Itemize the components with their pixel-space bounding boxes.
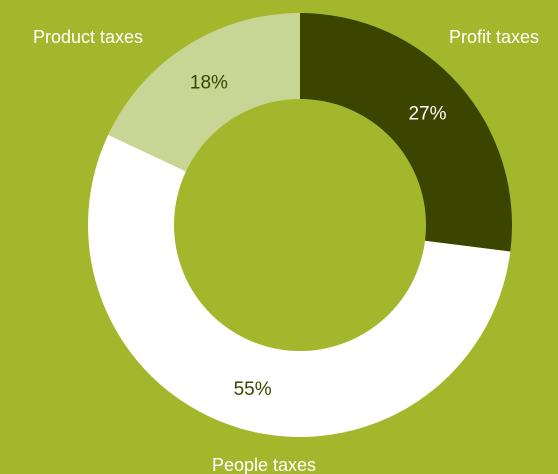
slice-category-label-people-taxes: People taxes <box>212 455 316 474</box>
slice-value-label-product-taxes: 18% <box>190 73 228 94</box>
slice-value-label-profit-taxes: 27% <box>408 104 446 125</box>
donut-hole <box>174 99 426 351</box>
slice-category-label-product-taxes: Product taxes <box>33 27 143 47</box>
slice-category-label-profit-taxes: Profit taxes <box>449 27 539 47</box>
slice-value-label-people-taxes: 55% <box>234 379 272 400</box>
